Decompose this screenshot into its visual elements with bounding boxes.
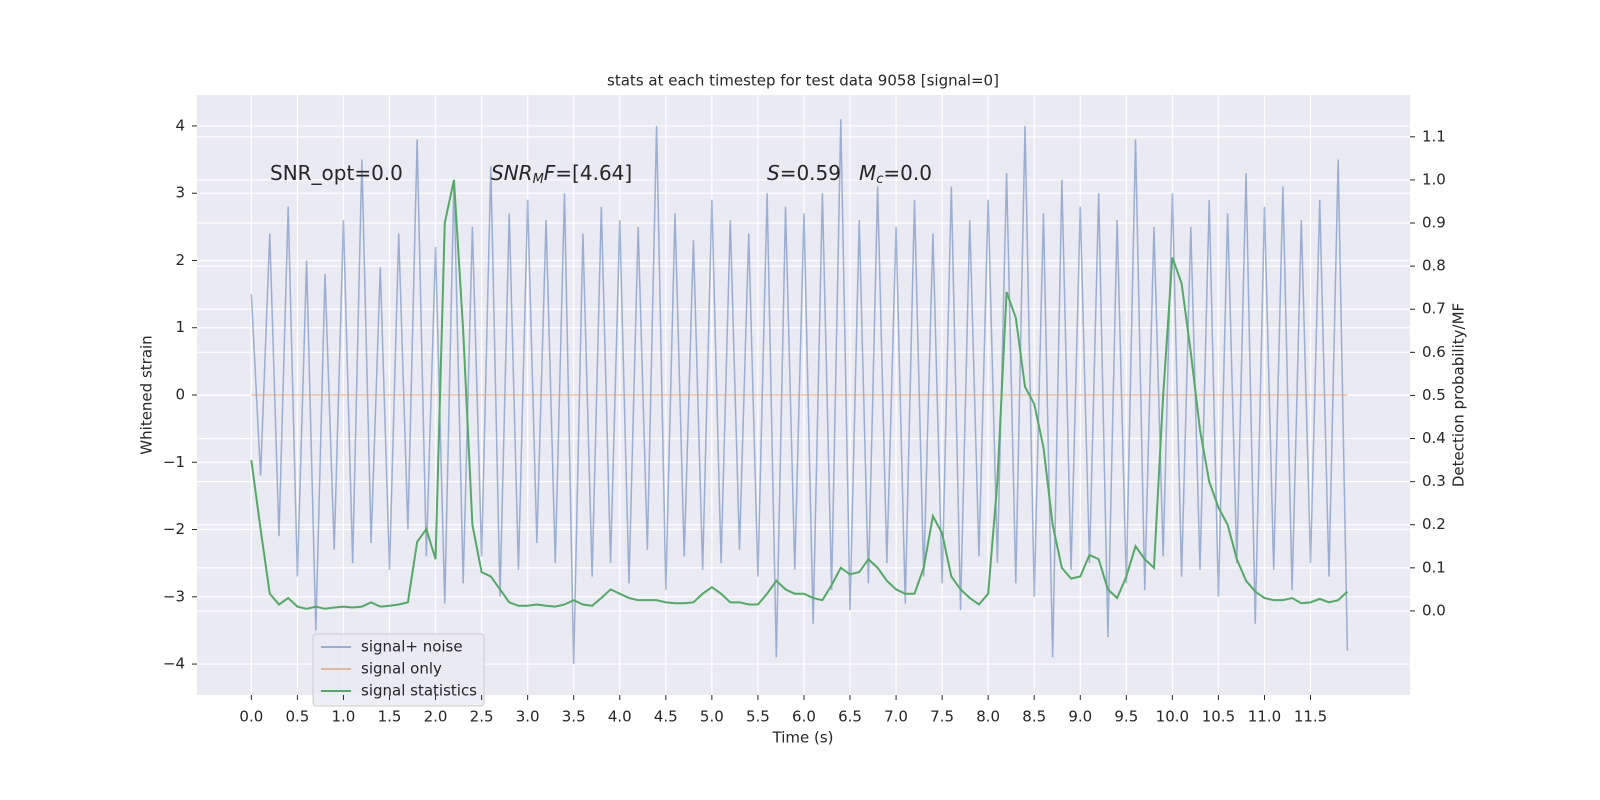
y-tick-label: −1 — [163, 453, 185, 471]
annotation-subscript: c — [876, 172, 883, 187]
y2-tick-label: 0.2 — [1422, 515, 1446, 533]
y2-tick-label: 0.4 — [1422, 429, 1446, 447]
y-tick-label: −3 — [163, 587, 185, 605]
x-tick-label: 9.0 — [1068, 708, 1092, 726]
y2-tick-label: 0.1 — [1422, 558, 1446, 576]
annotation-text: M — [859, 161, 876, 185]
x-tick-label: 4.0 — [608, 708, 632, 726]
y-tick-label: 2 — [175, 251, 185, 269]
annotation-text: F — [544, 161, 556, 185]
y-tick-label: 3 — [175, 184, 185, 202]
series-layer — [250, 119, 1349, 665]
y2-tick-label: 0.0 — [1422, 601, 1446, 619]
y2-tick-label: 1.0 — [1422, 170, 1446, 188]
legend-label: signal+ noise — [361, 638, 463, 656]
series-line — [250, 179, 1349, 610]
x-tick-label: 4.5 — [654, 708, 678, 726]
annotation: SNR_opt=0.0 — [270, 161, 403, 185]
annotation-text: S — [767, 161, 780, 185]
x-tick-label: 8.5 — [1022, 708, 1046, 726]
x-tick-label: 1.0 — [332, 708, 356, 726]
annotation-subscript: M — [533, 172, 544, 187]
x-tick-label: 2.5 — [470, 708, 494, 726]
y-tick-label: 1 — [175, 318, 185, 336]
x-tick-label: 10.0 — [1156, 708, 1189, 726]
chart-title: stats at each timestep for test data 905… — [607, 72, 999, 90]
x-tick-label: 3.0 — [516, 708, 540, 726]
y2-tick-label: 1.1 — [1422, 127, 1446, 145]
x-tick-label: 10.5 — [1202, 708, 1235, 726]
y2-axis-label: Detection probability/MF — [1450, 303, 1468, 487]
y2-tick-label: 0.5 — [1422, 386, 1446, 404]
x-tick-label: 11.0 — [1248, 708, 1281, 726]
y-tick-label: 4 — [175, 116, 185, 134]
x-tick-label: 3.5 — [562, 708, 586, 726]
x-tick-label: 11.5 — [1294, 708, 1327, 726]
x-tick-label: 6.5 — [838, 708, 862, 726]
y2-tick-label: 0.6 — [1422, 343, 1446, 361]
x-tick-label: 7.0 — [884, 708, 908, 726]
legend-label: signal statistics — [361, 682, 477, 700]
legend-label: signal only — [361, 660, 442, 678]
legend-box — [312, 633, 485, 707]
x-tick-label: 5.0 — [700, 708, 724, 726]
y-axis-label: Whitened strain — [138, 335, 156, 454]
y-tick-label: −4 — [163, 655, 185, 673]
annotation: Mc=0.0 — [859, 161, 932, 187]
annotation-text: SNR — [491, 161, 533, 185]
x-tick-label: 1.5 — [378, 708, 402, 726]
x-tick-label: 9.5 — [1114, 708, 1138, 726]
y2-tick-label: 0.9 — [1422, 214, 1446, 232]
annotation-text: =[4.64] — [555, 161, 632, 185]
y2-tick-label: 0.7 — [1422, 300, 1446, 318]
y2-tick-label: 0.3 — [1422, 472, 1446, 490]
x-tick-label: 6.0 — [792, 708, 816, 726]
x-tick-label: 0.5 — [285, 708, 309, 726]
x-axis-label: Time (s) — [772, 729, 834, 747]
x-tick-label: 5.5 — [746, 708, 770, 726]
legend: signal+ noise signal only signal statistic… — [312, 633, 485, 707]
annotation-text: =0.0 — [883, 161, 932, 185]
y-tick-label: −2 — [163, 520, 185, 538]
x-tick-label: 7.5 — [930, 708, 954, 726]
annotation-text: SNR_opt=0.0 — [270, 161, 403, 185]
annotation-text: =0.59 — [780, 161, 841, 185]
x-tick-label: 0.0 — [239, 708, 263, 726]
x-tick-label: 2.0 — [424, 708, 448, 726]
y2-tick-label: 0.8 — [1422, 257, 1446, 275]
annotation: S=0.59 — [767, 161, 841, 185]
annotation: SNRMF=[4.64] — [491, 161, 632, 187]
series-line — [250, 119, 1349, 665]
x-tick-label: 8.0 — [976, 708, 1000, 726]
y-tick-label: 0 — [175, 386, 185, 404]
